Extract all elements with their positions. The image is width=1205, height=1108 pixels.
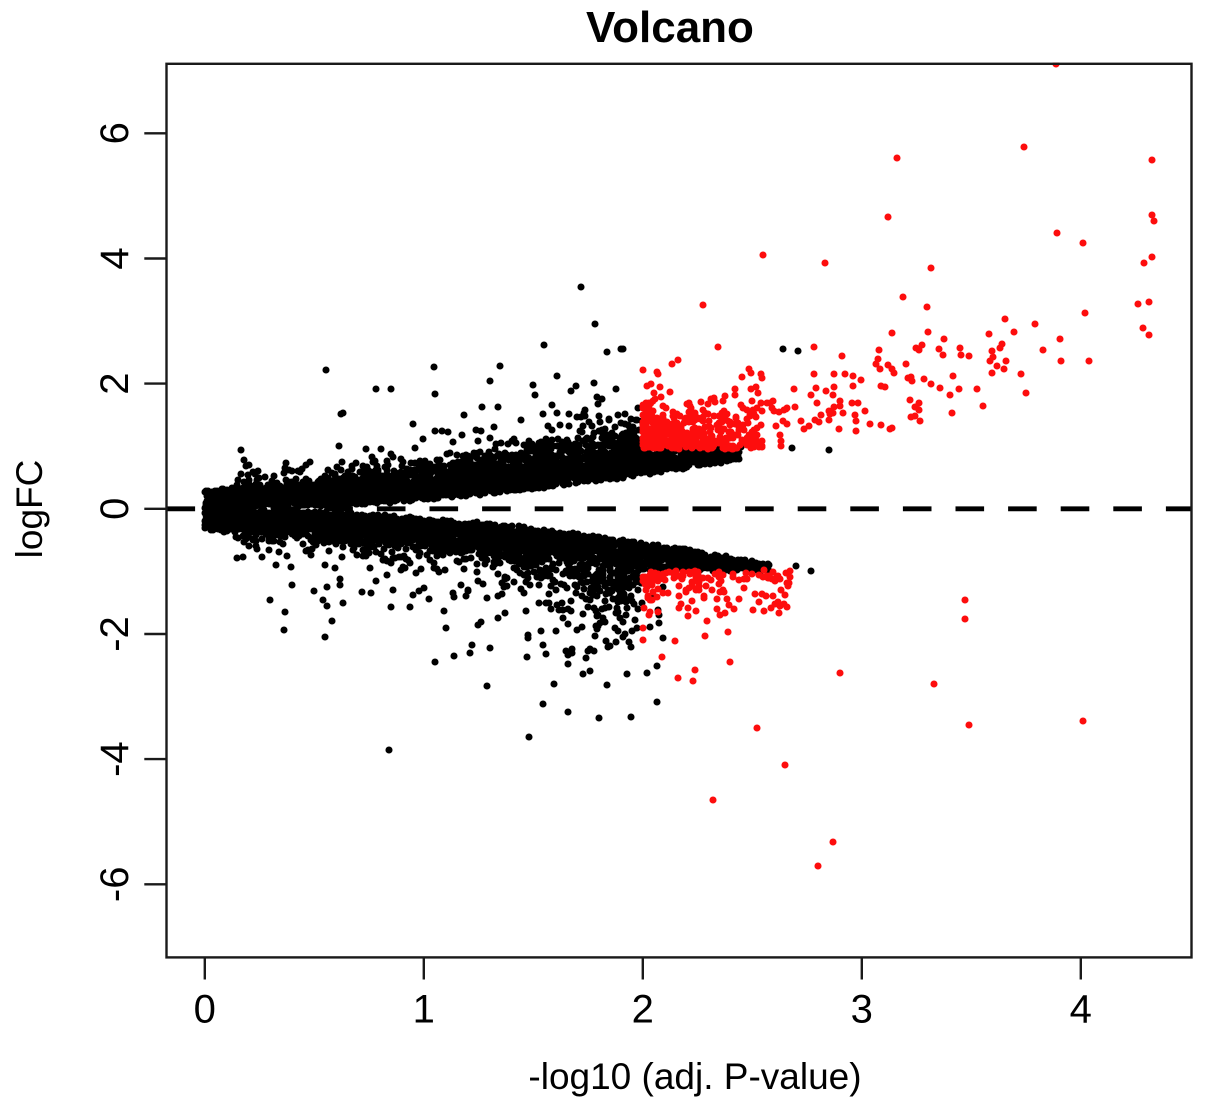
svg-text:-6: -6 <box>93 867 137 903</box>
svg-text:-4: -4 <box>93 741 137 777</box>
svg-text:0: 0 <box>194 987 216 1031</box>
svg-text:1: 1 <box>413 987 435 1031</box>
svg-text:6: 6 <box>93 122 137 144</box>
svg-text:4: 4 <box>1070 987 1092 1031</box>
svg-text:2: 2 <box>93 372 137 394</box>
svg-text:Volcano: Volcano <box>586 3 754 52</box>
svg-text:-2: -2 <box>93 616 137 652</box>
svg-text:2: 2 <box>632 987 654 1031</box>
svg-text:3: 3 <box>851 987 873 1031</box>
svg-text:logFC: logFC <box>9 460 50 559</box>
svg-text:4: 4 <box>93 247 137 269</box>
svg-text:-log10 (adj. P-value): -log10 (adj. P-value) <box>528 1056 861 1097</box>
svg-text:0: 0 <box>93 498 137 520</box>
